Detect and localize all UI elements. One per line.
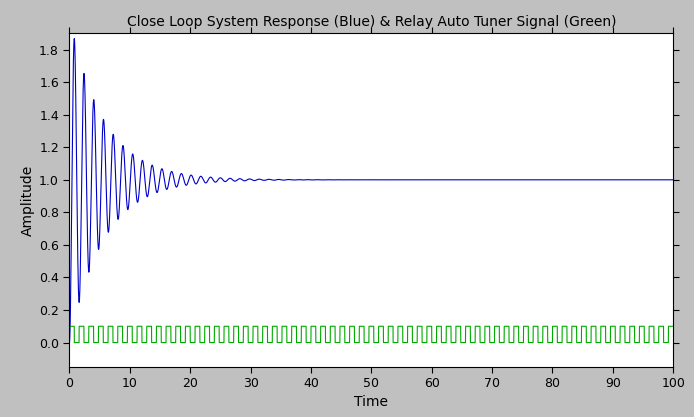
- X-axis label: Time: Time: [355, 394, 388, 409]
- Title: Close Loop System Response (Blue) & Relay Auto Tuner Signal (Green): Close Loop System Response (Blue) & Rela…: [126, 15, 616, 30]
- Y-axis label: Amplitude: Amplitude: [21, 165, 35, 236]
